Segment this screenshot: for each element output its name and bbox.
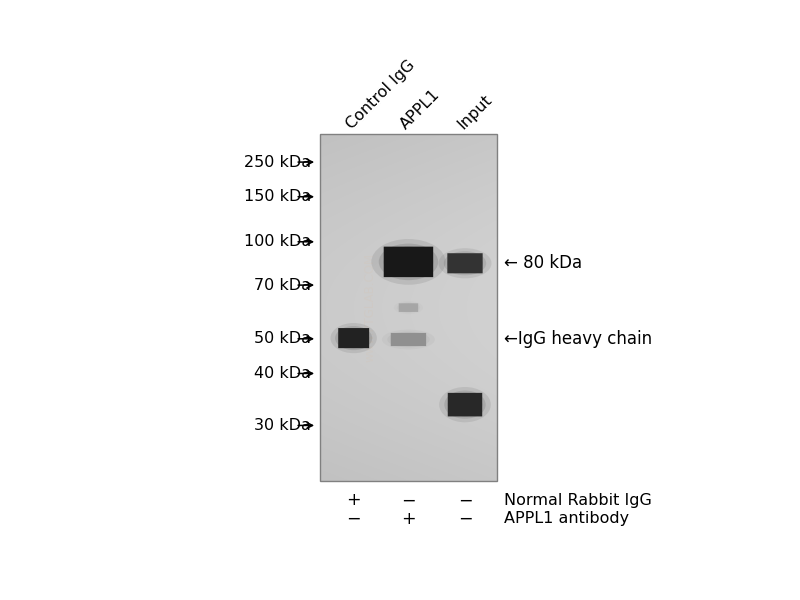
Ellipse shape — [378, 244, 438, 280]
Text: 50 kDa: 50 kDa — [254, 331, 310, 346]
Ellipse shape — [384, 247, 433, 277]
Ellipse shape — [390, 333, 426, 346]
Ellipse shape — [439, 387, 491, 422]
Ellipse shape — [447, 253, 482, 274]
Text: 70 kDa: 70 kDa — [254, 278, 310, 293]
Ellipse shape — [330, 323, 377, 353]
Text: 40 kDa: 40 kDa — [254, 366, 310, 381]
Ellipse shape — [398, 303, 418, 312]
Ellipse shape — [382, 329, 435, 349]
Text: 150 kDa: 150 kDa — [243, 189, 310, 204]
Text: 100 kDa: 100 kDa — [243, 234, 310, 249]
Text: Normal Rabbit IgG: Normal Rabbit IgG — [504, 493, 652, 508]
Text: −: − — [458, 510, 472, 528]
Text: −: − — [401, 491, 416, 509]
Text: −: − — [458, 491, 472, 509]
FancyBboxPatch shape — [390, 333, 426, 346]
Text: APPL1 antibody: APPL1 antibody — [504, 511, 630, 526]
FancyBboxPatch shape — [448, 393, 482, 416]
Text: ←IgG heavy chain: ←IgG heavy chain — [504, 330, 652, 348]
Text: −: − — [346, 510, 361, 528]
Text: +: + — [346, 491, 361, 509]
Ellipse shape — [371, 239, 446, 285]
FancyBboxPatch shape — [338, 328, 369, 348]
FancyBboxPatch shape — [447, 253, 482, 274]
Ellipse shape — [444, 251, 486, 275]
Bar — [320, 134, 497, 481]
FancyBboxPatch shape — [384, 247, 433, 277]
Text: ← 80 kDa: ← 80 kDa — [504, 254, 582, 272]
Ellipse shape — [338, 328, 369, 348]
Text: 30 kDa: 30 kDa — [254, 418, 310, 433]
Ellipse shape — [397, 302, 420, 313]
Ellipse shape — [444, 391, 486, 419]
FancyBboxPatch shape — [398, 303, 418, 312]
Text: Input: Input — [454, 92, 494, 132]
Ellipse shape — [335, 326, 372, 350]
Ellipse shape — [387, 332, 430, 347]
Text: www.PTGLAB.COM: www.PTGLAB.COM — [363, 253, 376, 362]
Ellipse shape — [394, 301, 423, 314]
Ellipse shape — [448, 393, 482, 416]
Text: Control IgG: Control IgG — [343, 58, 418, 132]
Text: 250 kDa: 250 kDa — [244, 155, 310, 170]
Text: +: + — [401, 510, 416, 528]
Ellipse shape — [438, 248, 491, 278]
Text: APPL1: APPL1 — [398, 86, 443, 132]
